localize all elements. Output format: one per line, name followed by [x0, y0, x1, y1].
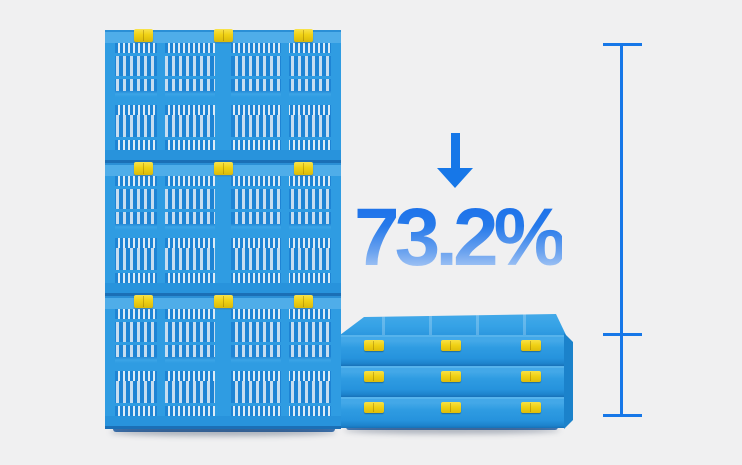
crate-divider-post [281, 176, 289, 283]
folded-crate-stack [338, 312, 574, 434]
folded-stack-top-face [340, 314, 566, 335]
latch-icon [134, 29, 153, 42]
latch-icon [441, 340, 461, 351]
latch-icon [214, 295, 233, 308]
crate-corner-post [105, 176, 115, 283]
latch-icon [214, 29, 233, 42]
folded-crate [338, 397, 564, 428]
folded-stack-side-face [564, 333, 573, 429]
crate-corner-post [105, 43, 115, 150]
latch-icon [364, 402, 384, 413]
crate-divider-post [281, 309, 289, 416]
folding-crate [105, 162, 341, 296]
ruler-tick-bottom [603, 414, 642, 417]
ruler-tick-middle [603, 333, 642, 336]
crate-divider-post [281, 43, 289, 150]
folding-crate [105, 29, 341, 163]
crate-bottom-band [105, 416, 341, 429]
crate-corner-post [105, 309, 115, 416]
latch-icon [441, 402, 461, 413]
crate-center-post [215, 176, 231, 283]
ruler-line [620, 43, 623, 417]
folding-crate [105, 295, 341, 429]
latch-icon [364, 340, 384, 351]
latch-icon [364, 371, 384, 382]
crate-center-post [215, 43, 231, 150]
crate-corner-post [331, 309, 341, 416]
crate-bottom-band [105, 283, 341, 296]
latch-icon [521, 371, 541, 382]
folded-stack-front-face [338, 335, 564, 428]
crate-corner-post [331, 43, 341, 150]
unfolded-crate-stack [105, 29, 341, 429]
stack-shadow [110, 428, 336, 436]
latch-icon [294, 29, 313, 42]
arrow-stem [451, 133, 460, 169]
latch-icon [134, 162, 153, 175]
crate-divider-post [157, 43, 165, 150]
reduction-percentage: 73.2% [354, 192, 567, 283]
latch-icon [521, 340, 541, 351]
stack-shadow [344, 426, 560, 434]
folded-crate [338, 335, 564, 366]
latch-icon [214, 162, 233, 175]
latch-icon [521, 402, 541, 413]
latch-icon [294, 295, 313, 308]
arrow-head [437, 168, 473, 188]
crate-divider-post [157, 176, 165, 283]
crate-center-post [215, 309, 231, 416]
folded-crate [338, 366, 564, 397]
crate-feet [113, 426, 335, 432]
latch-icon [134, 295, 153, 308]
crate-divider-post [157, 309, 165, 416]
latch-icon [441, 371, 461, 382]
crate-bottom-band [105, 150, 341, 163]
crate-corner-post [331, 176, 341, 283]
latch-icon [294, 162, 313, 175]
arrow-down-icon [437, 133, 474, 188]
height-ruler [603, 43, 642, 417]
ruler-tick-top [603, 43, 642, 46]
